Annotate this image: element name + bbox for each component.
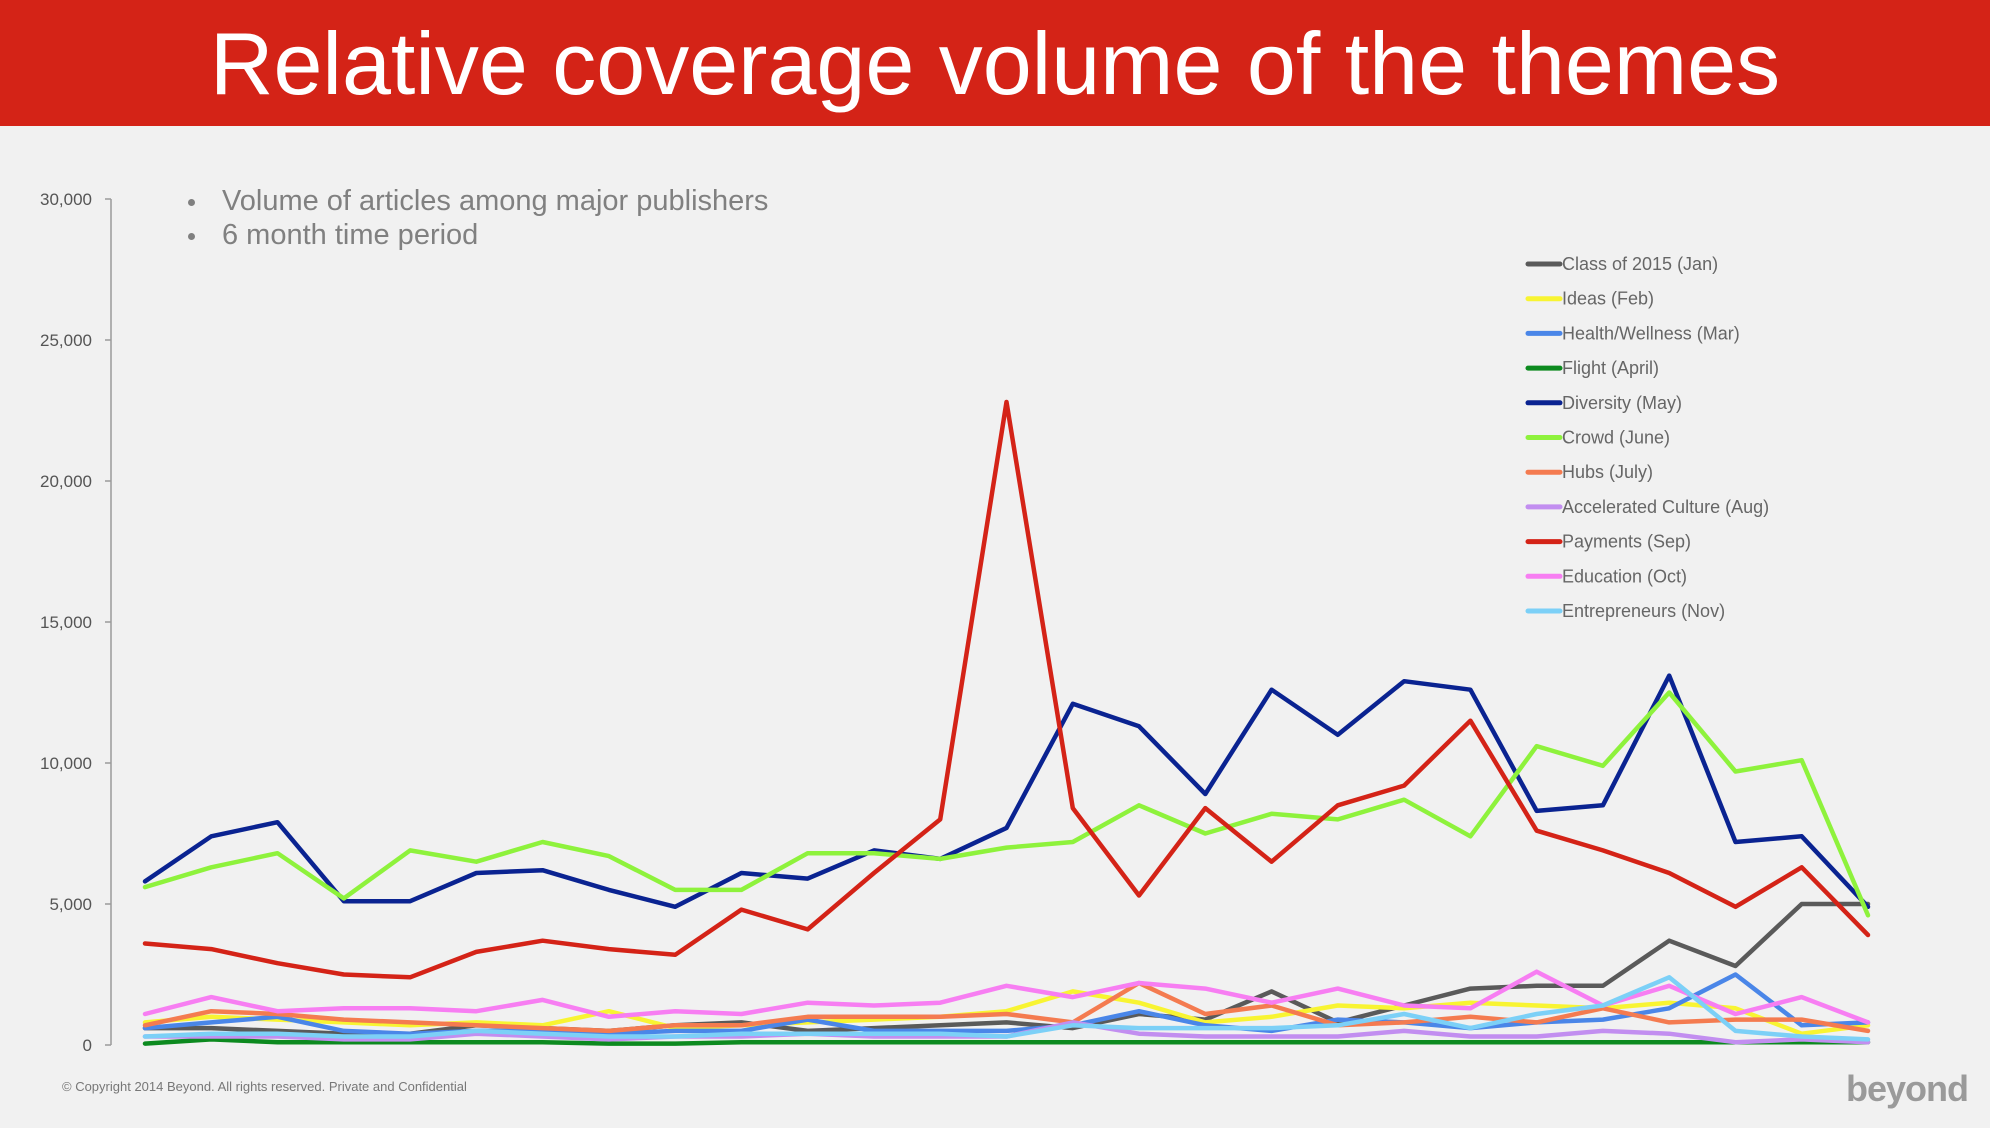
legend-label: Education (Oct) <box>1562 566 1687 586</box>
y-tick-label: 10,000 <box>40 754 92 773</box>
legend-label: Entrepreneurs (Nov) <box>1562 601 1725 621</box>
series-line <box>142 980 1871 1034</box>
note-item: 6 month time period <box>186 218 768 252</box>
series-line <box>142 975 1871 1042</box>
y-tick-label: 15,000 <box>40 613 92 632</box>
y-tick-label: 20,000 <box>40 472 92 491</box>
y-tick-label: 30,000 <box>40 190 92 209</box>
series-line <box>142 969 1871 1025</box>
note-item: Volume of articles among major publisher… <box>186 184 768 218</box>
legend-label: Payments (Sep) <box>1562 532 1691 552</box>
series-line <box>142 690 1871 918</box>
y-tick-label: 0 <box>83 1036 92 1055</box>
series-line <box>142 399 1871 980</box>
legend-label: Diversity (May) <box>1562 393 1682 413</box>
series-line <box>142 1037 1871 1046</box>
brand-logo: beyond <box>1845 1068 1969 1109</box>
title-banner: Relative coverage volume of the themes <box>0 0 1990 126</box>
copyright-notice: © Copyright 2014 Beyond. All rights rese… <box>62 1079 467 1094</box>
series-lines <box>142 399 1871 1046</box>
page-title: Relative coverage volume of the themes <box>209 14 1781 113</box>
legend-label: Hubs (July) <box>1562 462 1653 482</box>
legend-label: Crowd (June) <box>1562 428 1670 448</box>
legend-label: Flight (April) <box>1562 358 1659 378</box>
series-line <box>142 673 1871 910</box>
y-tick-label: 5,000 <box>49 895 92 914</box>
legend-label: Class of 2015 (Jan) <box>1562 254 1718 274</box>
legend-label: Health/Wellness (Mar) <box>1562 323 1740 343</box>
legend-label: Accelerated Culture (Aug) <box>1562 497 1769 517</box>
legend: Class of 2015 (Jan) Ideas (Feb) Health/Wel… <box>1525 254 1769 621</box>
legend-label: Ideas (Feb) <box>1562 289 1654 309</box>
y-axis: 0 5,000 10,000 15,000 20,000 25,000 30,000 <box>40 190 112 1055</box>
y-tick-label: 25,000 <box>40 331 92 350</box>
notes-list: Volume of articles among major publisher… <box>186 184 768 252</box>
